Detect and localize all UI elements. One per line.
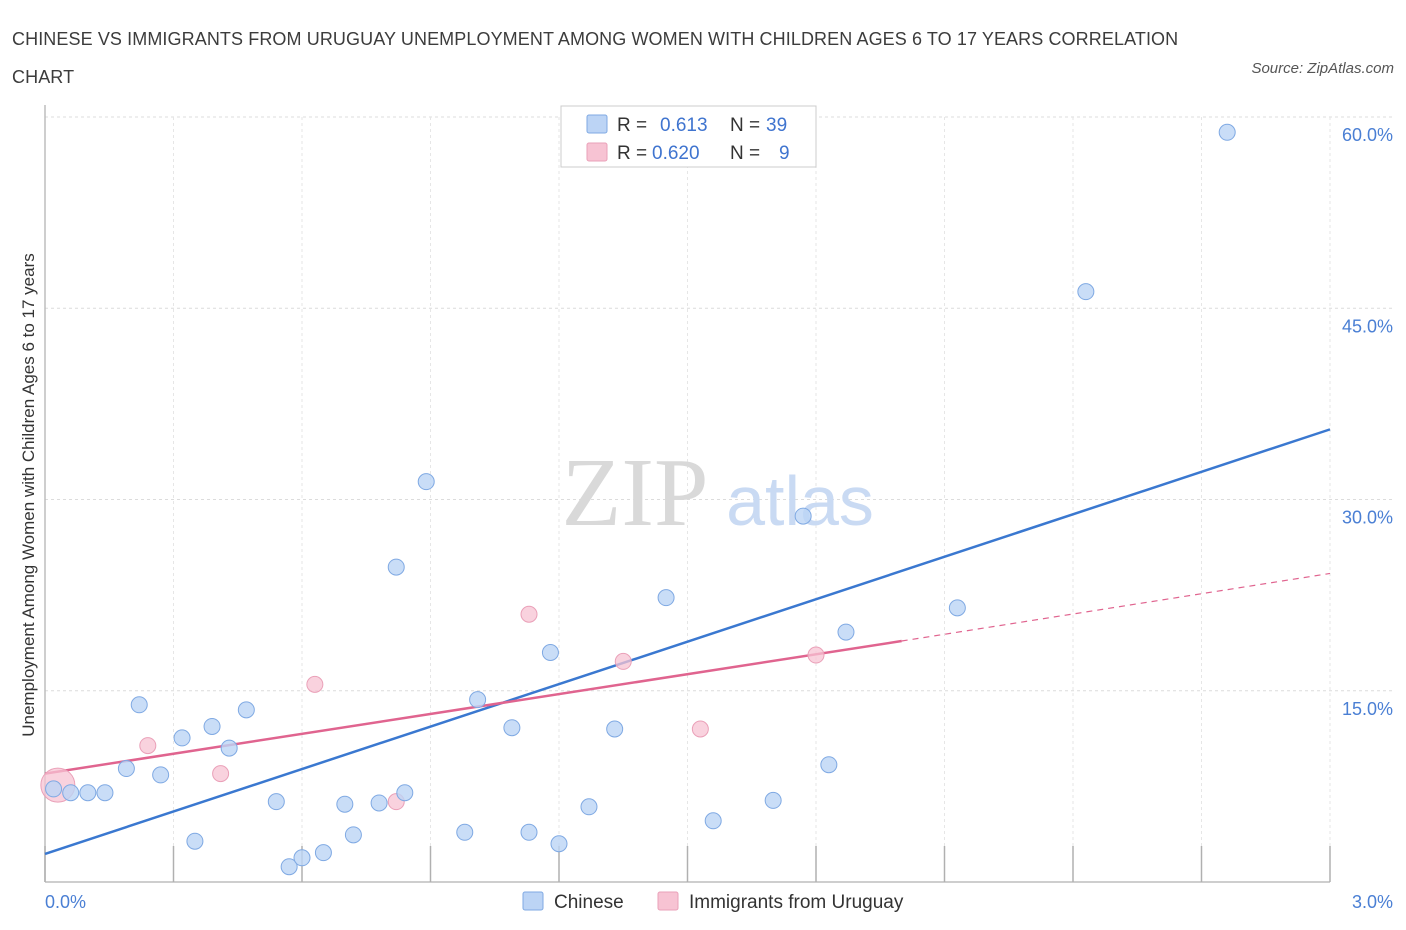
x-axis-ticks xyxy=(44,846,1331,882)
point-chinese xyxy=(387,558,405,576)
y-axis-label: Unemployment Among Women with Children A… xyxy=(19,253,38,737)
point-chinese xyxy=(173,729,191,747)
legend-bottom: Chinese Immigrants from Uruguay xyxy=(522,891,904,913)
legend-bottom-swatch-chinese xyxy=(522,891,544,911)
legend-r-label-uruguay: R = xyxy=(617,143,647,164)
data-points xyxy=(40,123,1236,876)
point-chinese xyxy=(336,795,354,813)
point-chinese xyxy=(396,784,414,802)
point-chinese xyxy=(117,760,135,778)
point-chinese xyxy=(130,696,148,714)
watermark-zip: ZIP xyxy=(562,439,709,547)
source-label: Source: ZipAtlas.com xyxy=(1251,60,1394,77)
point-chinese xyxy=(794,507,812,525)
x-tick-label-max: 3.0% xyxy=(1352,892,1393,912)
point-chinese xyxy=(237,701,255,719)
legend-n-value-chinese: 39 xyxy=(766,115,787,136)
point-uruguay xyxy=(691,720,709,738)
legend-n-value-uruguay: 9 xyxy=(779,143,790,164)
trend-line-chinese xyxy=(44,428,1331,856)
y-tick-label-30: 30.0% xyxy=(1342,508,1393,528)
point-chinese xyxy=(370,794,388,812)
point-chinese xyxy=(267,793,285,811)
legend-swatch-chinese xyxy=(586,114,608,134)
chart-title: CHINESE VS IMMIGRANTS FROM URUGUAY UNEMP… xyxy=(12,29,1179,87)
trend-lines xyxy=(44,428,1331,856)
point-chinese xyxy=(580,798,598,816)
point-chinese xyxy=(520,823,538,841)
point-uruguay xyxy=(807,646,825,664)
point-uruguay xyxy=(139,737,157,755)
y-tick-label-15: 15.0% xyxy=(1342,699,1393,719)
point-chinese xyxy=(469,691,487,709)
legend-n-label-chinese: N = xyxy=(730,115,760,136)
point-chinese xyxy=(203,717,221,735)
point-uruguay xyxy=(212,765,230,783)
point-chinese xyxy=(280,858,298,876)
point-chinese xyxy=(96,784,114,802)
legend-bottom-swatch-uruguay xyxy=(657,891,679,911)
legend-bottom-label-uruguay: Immigrants from Uruguay xyxy=(689,892,904,913)
point-chinese xyxy=(764,791,782,809)
point-chinese xyxy=(417,473,435,491)
point-chinese xyxy=(1077,283,1095,301)
point-chinese xyxy=(45,780,63,798)
legend-r-value-uruguay: 0.620 xyxy=(652,143,700,164)
point-chinese xyxy=(657,589,675,607)
point-chinese xyxy=(152,766,170,784)
point-chinese xyxy=(220,739,238,757)
point-chinese xyxy=(79,784,97,802)
point-chinese xyxy=(293,849,311,867)
point-uruguay xyxy=(520,605,538,623)
watermark-atlas: atlas xyxy=(726,462,874,540)
point-chinese xyxy=(1218,123,1236,141)
trend-line-uruguay-extension xyxy=(901,572,1331,642)
point-chinese xyxy=(62,784,80,802)
legend-r-value-chinese: 0.613 xyxy=(660,115,708,136)
point-chinese xyxy=(606,720,624,738)
legend-bottom-label-chinese: Chinese xyxy=(554,892,624,913)
point-chinese xyxy=(186,832,204,850)
point-chinese xyxy=(948,599,966,617)
legend-r-label-chinese: R = xyxy=(617,115,647,136)
legend-top: R = 0.613 N = 39 R = 0.620 N = 9 xyxy=(560,105,817,168)
trend-line-uruguay xyxy=(44,639,902,775)
legend-n-label-uruguay: N = xyxy=(730,143,760,164)
legend-swatch-uruguay xyxy=(586,142,608,162)
point-uruguay xyxy=(306,675,324,693)
point-uruguay xyxy=(614,652,632,670)
point-chinese xyxy=(456,823,474,841)
point-chinese xyxy=(314,844,332,862)
y-axis-tick-labels: 15.0% 30.0% 45.0% 60.0% xyxy=(1342,125,1393,719)
point-chinese xyxy=(503,719,521,737)
point-chinese xyxy=(837,623,855,641)
point-chinese xyxy=(541,644,559,661)
grid-lines xyxy=(45,116,1393,882)
y-tick-label-45: 45.0% xyxy=(1342,316,1393,336)
y-tick-label-60: 60.0% xyxy=(1342,125,1393,145)
point-chinese xyxy=(704,812,722,830)
point-chinese xyxy=(344,826,362,844)
point-chinese xyxy=(550,835,568,853)
x-tick-label-min: 0.0% xyxy=(45,892,86,912)
point-chinese xyxy=(820,756,838,774)
